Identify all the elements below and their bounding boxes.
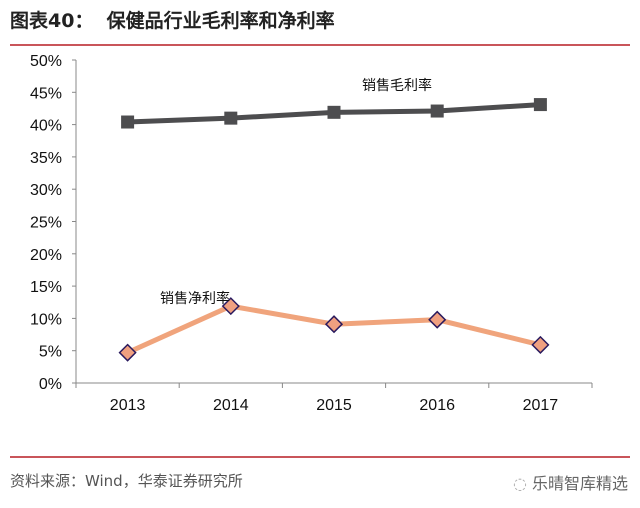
data-point-square bbox=[533, 98, 547, 112]
data-point-diamond bbox=[531, 335, 550, 354]
x-tick-label: 2016 bbox=[419, 397, 455, 414]
brand-text: 乐晴智库精选 bbox=[531, 474, 628, 493]
source-note: 资料来源：Wind，华泰证券研究所 bbox=[10, 472, 243, 490]
x-tick-label: 2017 bbox=[523, 397, 559, 414]
x-tick-label: 2014 bbox=[213, 397, 249, 414]
data-point-square bbox=[224, 111, 238, 125]
data-point-diamond bbox=[428, 310, 447, 329]
x-tick-label: 2015 bbox=[316, 397, 352, 414]
data-point-square bbox=[327, 105, 341, 119]
data-point-diamond bbox=[221, 297, 240, 316]
y-tick-label: 25% bbox=[30, 215, 62, 232]
y-tick-label: 10% bbox=[30, 311, 62, 328]
top-divider bbox=[10, 44, 630, 46]
y-tick-label: 20% bbox=[30, 247, 62, 264]
brand-watermark: ◌ 乐晴智库精选 bbox=[513, 470, 628, 494]
wechat-icon: ◌ bbox=[512, 474, 532, 493]
y-tick-label: 35% bbox=[30, 150, 62, 167]
data-point-square bbox=[430, 104, 444, 118]
data-point-diamond bbox=[118, 343, 137, 362]
data-point-square bbox=[121, 115, 135, 129]
y-tick-label: 50% bbox=[30, 53, 62, 70]
y-tick-label: 40% bbox=[30, 118, 62, 135]
x-tick-label: 2013 bbox=[110, 397, 146, 414]
y-tick-label: 0% bbox=[39, 376, 62, 393]
bottom-divider bbox=[10, 456, 630, 458]
chart-title: 图表40： 保健品行业毛利率和净利率 bbox=[10, 10, 335, 32]
y-tick-label: 30% bbox=[30, 182, 62, 199]
data-point-diamond bbox=[324, 315, 344, 334]
y-tick-label: 15% bbox=[30, 279, 62, 296]
series-label-net-margin: 销售净利率 bbox=[160, 290, 230, 307]
y-tick-label: 5% bbox=[39, 344, 62, 361]
y-tick-label: 45% bbox=[30, 85, 62, 102]
series-label-gross-margin: 销售毛利率 bbox=[362, 77, 432, 94]
